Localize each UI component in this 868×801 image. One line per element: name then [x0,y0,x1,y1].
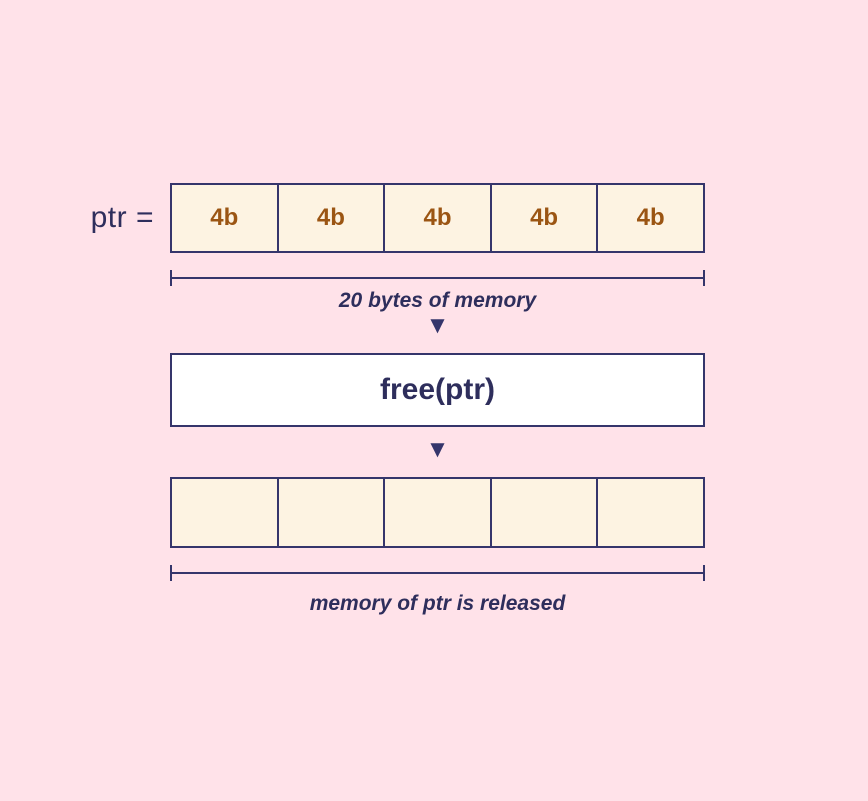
memory-cell: 4b [276,185,384,251]
memory-cell [383,479,490,546]
dimension-bracket-top [170,270,705,286]
free-operation-box: free(ptr) [170,353,705,427]
memory-cell [596,479,703,546]
memory-cell [276,479,384,546]
memory-row-allocated: 4b 4b 4b 4b 4b [170,183,705,253]
memory-cell: 4b [383,185,490,251]
bracket-caption-top: 20 bytes of memory [338,289,537,312]
arrow-down-icon: ▼ [425,436,450,463]
flow-arrow: ▼ [170,438,705,462]
memory-cell [172,479,277,546]
memory-cell: 4b [489,185,597,251]
memory-cell: 4b [596,185,703,251]
memory-cell [489,479,597,546]
memory-row-released [170,477,705,548]
flow-arrow: ▼ [170,314,705,338]
arrow-down-icon: ▼ [425,312,450,339]
pointer-label: ptr = [90,201,154,234]
dimension-bracket-bottom [170,565,705,581]
bracket-caption-bottom: memory of ptr is released [309,592,566,615]
memory-cell: 4b [210,204,239,231]
